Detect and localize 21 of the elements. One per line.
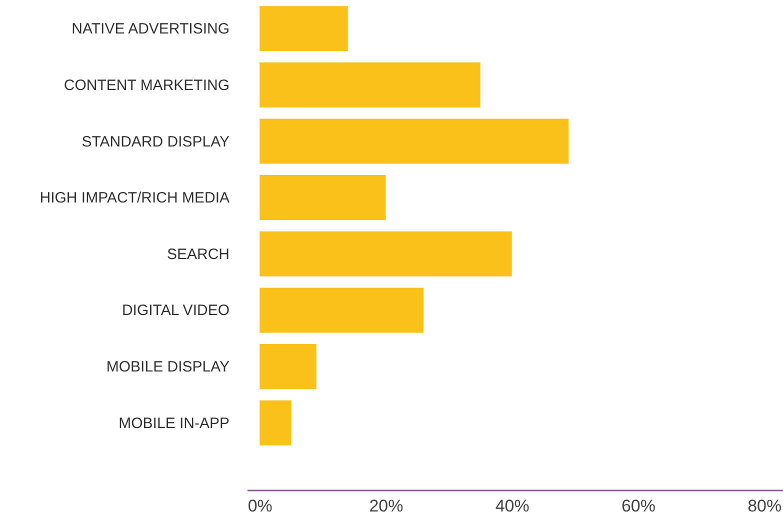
y-tick-label: MOBILE IN-APP [118, 414, 230, 432]
bar [260, 344, 316, 390]
y-tick-label: DIGITAL VIDEO [122, 302, 230, 320]
x-tick-label: 0% [248, 496, 272, 516]
bar [260, 118, 569, 164]
bar [260, 231, 512, 276]
y-tick-label: NATIVE ADVERTISING [72, 20, 230, 38]
bar [260, 175, 386, 220]
x-tick-label: 40% [495, 496, 530, 516]
y-tick-label: CONTENT MARKETING [64, 76, 230, 94]
y-tick-label: MOBILE DISPLAY [106, 358, 230, 376]
y-tick-label: HIGH IMPACT/RICH MEDIA [40, 190, 230, 207]
x-tick-label: 60% [621, 496, 656, 516]
bar [260, 6, 348, 52]
y-tick-label: STANDARD DISPLAY [82, 133, 230, 150]
x-tick-label: 80% [748, 496, 782, 516]
bar [260, 400, 292, 446]
x-tick-label: 20% [369, 496, 404, 516]
y-tick-label: SEARCH [166, 246, 230, 263]
bar [260, 288, 424, 333]
bar [260, 62, 480, 108]
